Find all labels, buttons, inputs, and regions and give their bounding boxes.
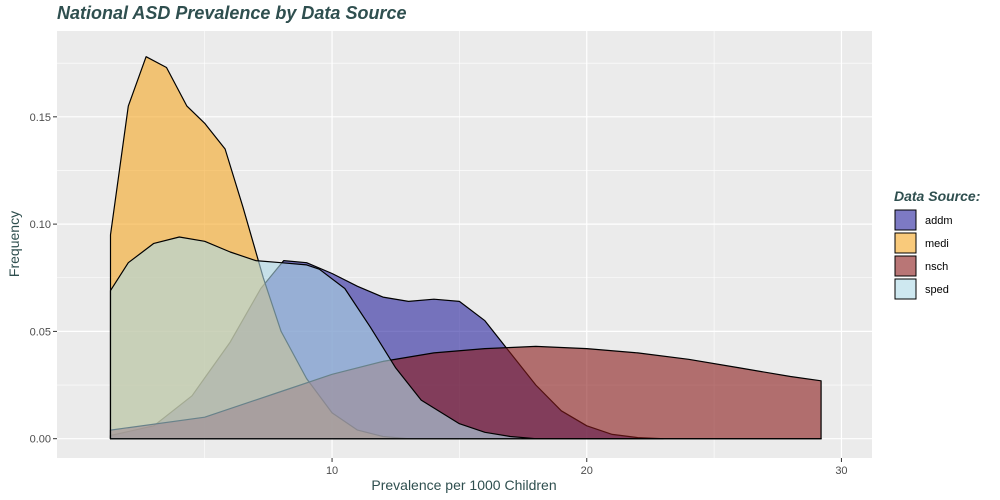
chart-title: National ASD Prevalence by Data Source [57,3,407,23]
x-axis-title: Prevalence per 1000 Children [371,477,556,493]
y-tick-label: 0.15 [30,112,51,124]
y-tick-label: 0.00 [30,434,51,446]
y-axis-title: Frequency [6,211,22,277]
legend-swatch-nsch [894,255,917,277]
legend-label-medi: medi [925,238,949,250]
legend-swatch-sped [894,278,917,300]
legend-label-sped: sped [925,284,949,296]
density-areas [109,56,822,440]
legend-label-addm: addm [925,215,953,227]
axis-ticks: 10 20 30 0.00 0.05 0.10 0.15 [30,112,848,477]
y-tick-label: 0.05 [30,326,51,338]
y-tick-label: 0.10 [30,219,51,231]
legend: Data Source: addm medi nsch sped [894,188,980,300]
density-area-sped [109,236,822,440]
legend-label-nsch: nsch [925,261,948,273]
x-tick-label: 20 [581,465,593,477]
legend-swatch-medi [894,232,917,254]
legend-title: Data Source: [894,188,980,204]
legend-swatch-addm [894,209,917,231]
x-tick-label: 30 [835,465,847,477]
x-tick-label: 10 [326,465,338,477]
